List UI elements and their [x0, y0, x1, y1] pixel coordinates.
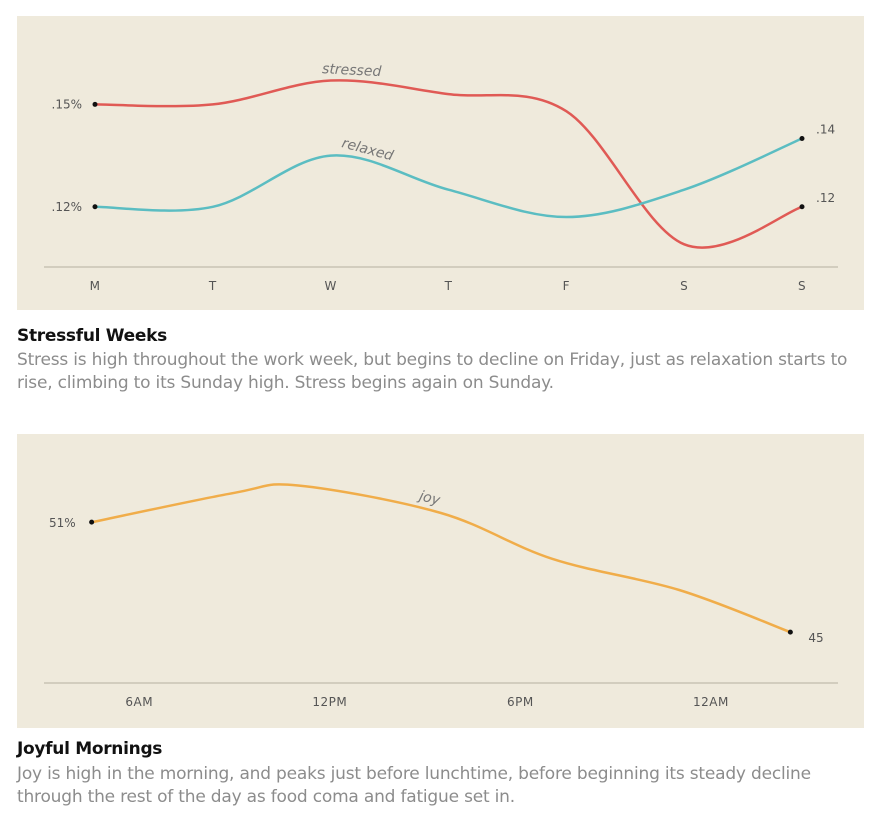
- stressed-series-line: [93, 79, 804, 249]
- x-tick-label: F: [563, 279, 570, 293]
- joy-end-point: [787, 629, 793, 635]
- stressed-end-label: .12: [816, 191, 835, 205]
- joy-chart: 6AM 12PM 6PM 12AM 51% 45 joy: [44, 483, 838, 709]
- x-tick-label: W: [324, 279, 336, 293]
- x-tick-label: T: [208, 279, 217, 293]
- stressed-end-point: [799, 204, 805, 210]
- relaxed-series-line: [93, 137, 804, 219]
- joy-start-point: [89, 519, 95, 525]
- relaxed-end-point: [799, 136, 805, 142]
- x-tick-label: 12AM: [693, 695, 729, 709]
- x-tick-label: S: [680, 279, 688, 293]
- stressed-start-point: [92, 101, 98, 107]
- stress-chart-panel: M T W T F S S .15% .12 stressed .12% .14 relaxed: [17, 16, 864, 310]
- joy-chart-panel: 6AM 12PM 6PM 12AM 51% 45 joy: [17, 434, 864, 728]
- joy-series-line: [90, 483, 792, 634]
- stressed-start-label: .15%: [52, 97, 83, 111]
- relaxed-start-point: [92, 204, 98, 210]
- x-tick-label: 6PM: [507, 695, 534, 709]
- joy-chart-title: Joyful Mornings: [17, 739, 163, 759]
- stressed-series-label: stressed: [322, 61, 382, 80]
- x-tick-label: S: [798, 279, 806, 293]
- relaxed-start-label: .12%: [52, 200, 83, 214]
- relaxed-end-label: .14: [816, 123, 835, 137]
- x-tick-label: T: [444, 279, 453, 293]
- x-tick-label: 12PM: [312, 695, 347, 709]
- stress-chart-title: Stressful Weeks: [17, 326, 167, 346]
- x-tick-label: 6AM: [125, 695, 153, 709]
- stress-chart-caption: Stress is high throughout the work week,…: [17, 350, 848, 393]
- joy-start-label: 51%: [49, 516, 76, 530]
- x-tick-label: M: [90, 279, 101, 293]
- joy-end-label: 45: [808, 631, 823, 645]
- joy-series-label: joy: [416, 488, 443, 509]
- joy-chart-caption: Joy is high in the morning, and peaks ju…: [17, 764, 811, 807]
